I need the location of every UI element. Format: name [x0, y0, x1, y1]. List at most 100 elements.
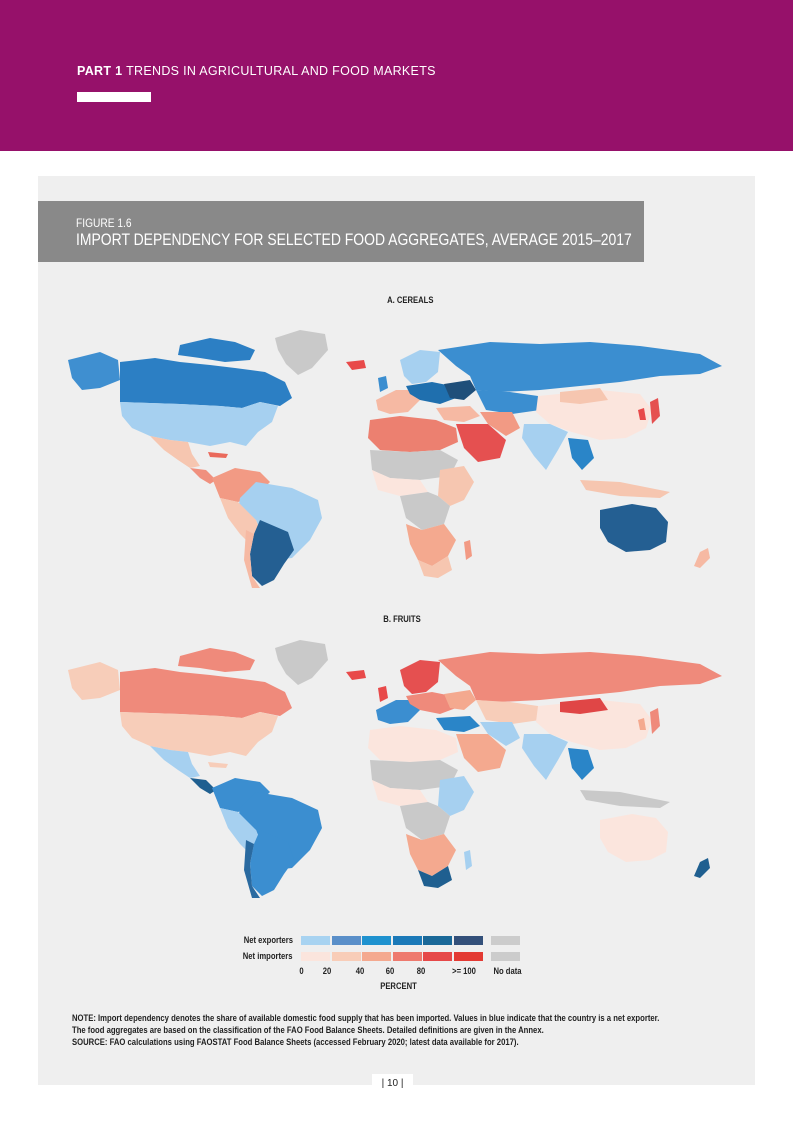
- mongolia: [560, 698, 608, 714]
- legend-exporter-swatch: [331, 936, 361, 945]
- alaska: [68, 662, 120, 700]
- new-zealand: [694, 548, 710, 568]
- north-africa: [368, 726, 458, 762]
- chile: [244, 840, 260, 898]
- figure-title-box: [38, 201, 644, 262]
- japan: [650, 708, 660, 734]
- brazil: [238, 792, 322, 870]
- turkey-middle-east: [436, 406, 480, 422]
- legend-tick-40: 40: [355, 966, 365, 976]
- legend-importer-swatch: [453, 952, 483, 961]
- figure-panel: [38, 176, 755, 1085]
- east-africa: [438, 776, 474, 816]
- alaska: [68, 352, 120, 390]
- new-zealand: [694, 858, 710, 878]
- kazakhstan: [476, 390, 540, 414]
- central-europe: [406, 382, 456, 404]
- part-label: PART 1: [77, 64, 123, 78]
- iceland: [346, 360, 366, 370]
- legend-exporter-swatch: [301, 936, 330, 945]
- legend-nodata-swatch: [491, 936, 520, 945]
- south-africa: [418, 866, 452, 888]
- running-head: PART 1 TRENDS IN AGRICULTURAL AND FOOD M…: [77, 64, 436, 78]
- canada-arctic-islands: [178, 338, 255, 362]
- cereals-world-map: [68, 330, 722, 588]
- russia: [438, 342, 722, 392]
- brazil: [238, 482, 322, 560]
- japan: [650, 398, 660, 424]
- west-africa: [372, 780, 428, 806]
- argentina: [250, 520, 294, 586]
- korea: [638, 408, 646, 420]
- indonesia: [580, 790, 670, 808]
- sahel: [370, 760, 458, 790]
- legend-exporter-swatch: [362, 936, 391, 945]
- canada: [120, 668, 292, 718]
- page-header: PART 1 TRENDS IN AGRICULTURAL AND FOOD M…: [0, 0, 793, 151]
- canada-arctic-islands: [178, 648, 255, 672]
- saudi-arabia: [456, 424, 506, 462]
- legend-axis-label: PERCENT: [380, 981, 417, 991]
- cereals-map-title: A. CEREALS: [387, 295, 434, 305]
- central-europe: [406, 692, 456, 714]
- central-america: [190, 778, 216, 794]
- legend-importer-swatch: [392, 952, 422, 961]
- scandinavia: [400, 350, 440, 384]
- southern-africa: [406, 834, 456, 876]
- uk: [378, 376, 388, 392]
- cuba: [208, 452, 228, 458]
- legend-importer-swatch: [362, 952, 391, 961]
- ukraine: [444, 380, 476, 400]
- legend-exporter-swatch: [453, 936, 483, 945]
- header-accent-bar: [77, 92, 151, 102]
- india: [522, 734, 568, 780]
- north-africa: [368, 416, 458, 452]
- korea: [638, 718, 646, 730]
- central-africa: [400, 492, 450, 530]
- part-title: TRENDS IN AGRICULTURAL AND FOOD MARKETS: [126, 64, 436, 78]
- ukraine: [444, 690, 476, 710]
- greenland: [275, 640, 328, 685]
- iran: [480, 722, 520, 746]
- note-line: The food aggregates are based on the cla…: [72, 1024, 544, 1035]
- chile: [244, 530, 260, 588]
- east-africa: [438, 466, 474, 506]
- central-africa: [400, 802, 450, 840]
- legend-tick-60: 60: [385, 966, 395, 976]
- legend-importer-swatch: [331, 952, 361, 961]
- southeast-asia: [568, 748, 594, 780]
- south-africa: [418, 556, 452, 578]
- turkey-middle-east: [436, 716, 480, 732]
- iran: [480, 412, 520, 436]
- scandinavia: [400, 660, 440, 694]
- iceland: [346, 670, 366, 680]
- legend-tick-nodata: No data: [493, 966, 522, 976]
- legend-tick-100: >= 100: [452, 966, 476, 976]
- legend-exporter-swatch: [392, 936, 422, 945]
- argentina: [250, 830, 294, 896]
- note-line: NOTE: Import dependency denotes the shar…: [72, 1012, 660, 1023]
- western-europe: [376, 700, 420, 724]
- greenland: [275, 330, 328, 375]
- figure-label: FIGURE 1.6: [76, 216, 132, 230]
- source-line: SOURCE: FAO calculations using FAOSTAT F…: [72, 1036, 519, 1047]
- page-number: | 10 |: [372, 1074, 413, 1094]
- usa: [120, 402, 278, 446]
- legend-importer-swatch: [423, 952, 452, 961]
- canada: [120, 358, 292, 408]
- figure-title: IMPORT DEPENDENCY FOR SELECTED FOOD AGGR…: [76, 230, 632, 249]
- usa: [120, 712, 278, 756]
- southeast-asia: [568, 438, 594, 470]
- central-america: [190, 468, 216, 484]
- legend-tick-0: 0: [299, 966, 304, 976]
- uk: [378, 686, 388, 702]
- australia: [600, 504, 668, 552]
- southern-africa: [406, 524, 456, 566]
- fruits-map-title: B. FRUITS: [383, 614, 421, 624]
- fruits-world-map: [68, 640, 722, 898]
- indonesia: [580, 480, 670, 498]
- india: [522, 424, 568, 470]
- legend-tick-20: 20: [322, 966, 332, 976]
- cuba: [208, 762, 228, 768]
- mongolia: [560, 388, 608, 404]
